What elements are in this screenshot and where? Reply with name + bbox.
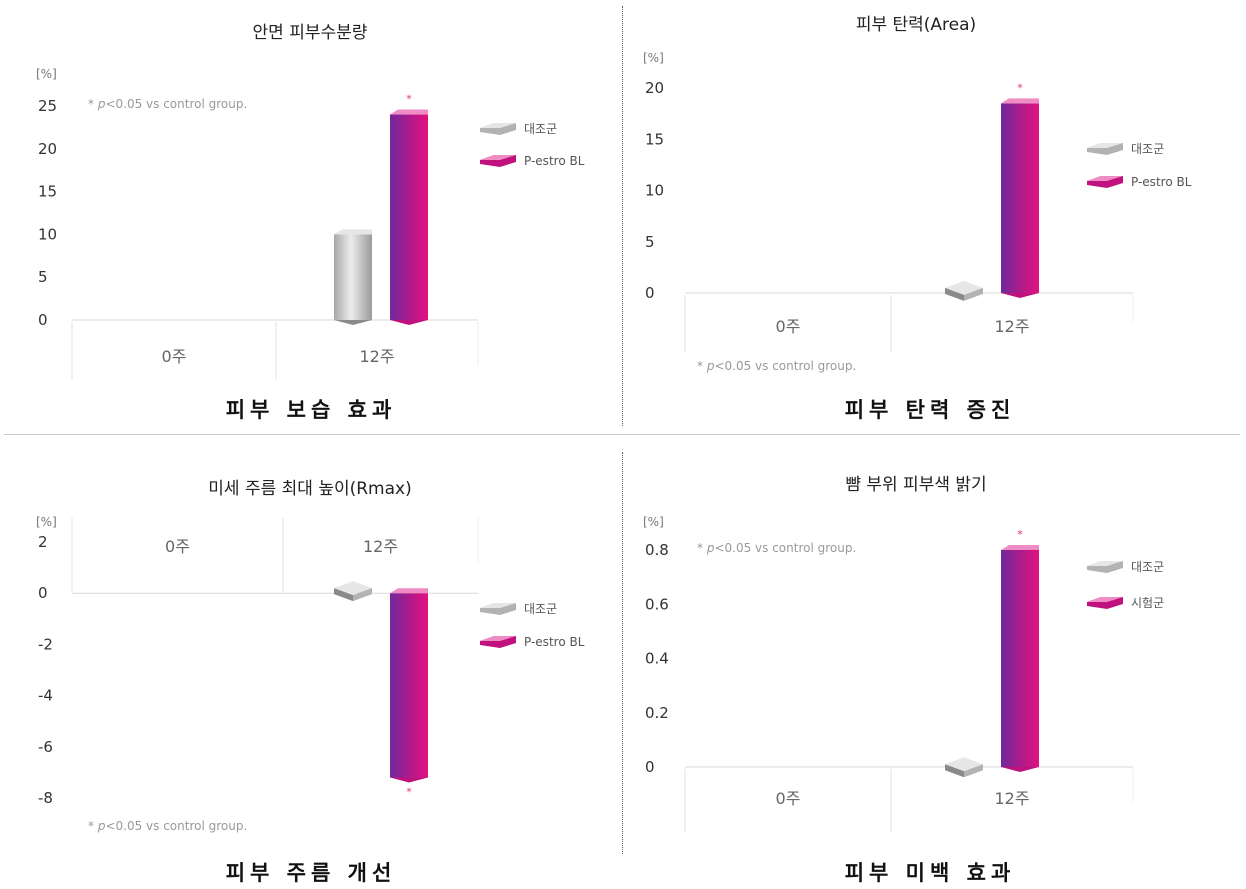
- chart-title: 안면 피부수분량: [253, 23, 368, 43]
- legend-item: P-estro BL: [1087, 175, 1192, 189]
- footnote: * p<0.05 vs control group.: [88, 819, 247, 833]
- legend-label: 시험군: [1131, 596, 1164, 610]
- legend-label: P-estro BL: [524, 635, 585, 649]
- chart-skin-elasticity: 피부 탄력(Area) [%] 20 15 10 5 0 0주 12주 * 대조군 P-estro B…: [643, 15, 1192, 373]
- y-tick-label: -6: [38, 738, 53, 756]
- y-tick-label: -2: [38, 635, 53, 653]
- legend-label: P-estro BL: [524, 154, 585, 168]
- y-tick-label: 0.6: [645, 595, 669, 613]
- y-unit-label: [%]: [643, 51, 664, 65]
- y-unit-label: [%]: [36, 67, 57, 81]
- y-tick-label: 5: [645, 233, 655, 251]
- chart-wrinkle-rmax: 미세 주름 최대 높이(Rmax) [%] 2 0 -2 -4 -6 -8 0주 12주 * 대조군 P…: [36, 479, 585, 833]
- footnote: * p<0.05 vs control group.: [88, 97, 247, 111]
- horizontal-divider: [4, 434, 1240, 435]
- y-tick-label: 0: [645, 284, 655, 302]
- y-tick-label: -8: [38, 789, 53, 807]
- y-tick-label: 20: [645, 79, 664, 97]
- y-tick-label: 15: [38, 183, 57, 201]
- legend-item: P-estro BL: [480, 635, 585, 649]
- bar-test-12w: [390, 109, 428, 325]
- legend-label: 대조군: [1131, 142, 1164, 156]
- footnote: * p<0.05 vs control group.: [697, 541, 856, 555]
- legend-label: 대조군: [524, 602, 557, 616]
- legend-swatch-top: [480, 123, 516, 128]
- bar-test-12w: [1001, 98, 1039, 298]
- y-tick-label: 0.8: [645, 541, 669, 559]
- significance-star: *: [406, 786, 412, 799]
- chart-title: 피부 탄력(Area): [856, 15, 976, 35]
- y-unit-label: [%]: [643, 515, 664, 529]
- vertical-divider-top: [622, 6, 623, 426]
- legend-swatch-top: [480, 603, 516, 608]
- legend-label: 대조군: [1131, 560, 1164, 574]
- legend-swatch-top: [480, 155, 516, 160]
- bar-control-12w: [945, 280, 983, 301]
- significance-star: *: [1017, 528, 1023, 541]
- category-label: 0주: [165, 537, 190, 556]
- chart-skin-moisture: 안면 피부수분량 [%] 25 20 15 10 5 0 0주 12주 * 대조군 P-estro BL…: [36, 23, 585, 380]
- bar-test-12w: [390, 588, 428, 783]
- y-tick-label: 20: [38, 140, 57, 158]
- category-label: 0주: [776, 789, 801, 808]
- legend-swatch-top: [1087, 561, 1123, 566]
- legend-item: 대조군: [1087, 142, 1164, 156]
- bar-control-12w: [334, 581, 372, 602]
- legend-item: 대조군: [480, 602, 557, 616]
- legend-swatch-top: [1087, 597, 1123, 602]
- legend-label: 대조군: [524, 122, 557, 136]
- y-tick-label: 0.4: [645, 650, 669, 668]
- y-tick-label: 0: [38, 311, 48, 329]
- legend-swatch-top: [480, 636, 516, 641]
- caption-whitening: 피부 미백 효과: [844, 861, 1016, 885]
- y-unit-label: [%]: [36, 515, 57, 529]
- legend-swatch-top: [1087, 176, 1123, 181]
- y-tick-label: 25: [38, 97, 57, 115]
- y-tick-label: 0: [38, 584, 48, 602]
- y-tick-label: 10: [38, 225, 57, 243]
- caption-moisture: 피부 보습 효과: [225, 398, 397, 422]
- bar-control-12w: [945, 757, 983, 778]
- category-label: 0주: [162, 347, 187, 366]
- bar-test-12w: [1001, 545, 1039, 772]
- y-tick-label: 5: [38, 268, 48, 286]
- vertical-divider-bottom: [622, 452, 623, 854]
- y-tick-label: 10: [645, 182, 664, 200]
- significance-star: *: [1017, 81, 1023, 94]
- legend-item: 대조군: [480, 122, 557, 136]
- y-tick-label: 0: [645, 758, 655, 776]
- legend-item: 시험군: [1087, 596, 1164, 610]
- category-label: 12주: [363, 537, 398, 556]
- caption-elasticity: 피부 탄력 증진: [844, 398, 1016, 422]
- y-tick-label: 2: [38, 533, 48, 551]
- bar-control-12w: [334, 229, 372, 325]
- chart-title: 미세 주름 최대 높이(Rmax): [208, 479, 411, 499]
- y-tick-label: 0.2: [645, 704, 669, 722]
- legend-item: P-estro BL: [480, 154, 585, 168]
- y-tick-label: -4: [38, 687, 53, 705]
- category-label: 12주: [359, 347, 394, 366]
- category-label: 0주: [776, 317, 801, 336]
- legend-item: 대조군: [1087, 560, 1164, 574]
- legend-swatch-top: [1087, 143, 1123, 148]
- significance-star: *: [406, 93, 412, 106]
- footnote: * p<0.05 vs control group.: [697, 359, 856, 373]
- category-label: 12주: [994, 317, 1029, 336]
- chart-title: 뺨 부위 피부색 밝기: [845, 475, 986, 495]
- legend-label: P-estro BL: [1131, 175, 1192, 189]
- category-label: 12주: [994, 789, 1029, 808]
- caption-wrinkle: 피부 주름 개선: [225, 861, 397, 885]
- y-tick-label: 15: [645, 130, 664, 148]
